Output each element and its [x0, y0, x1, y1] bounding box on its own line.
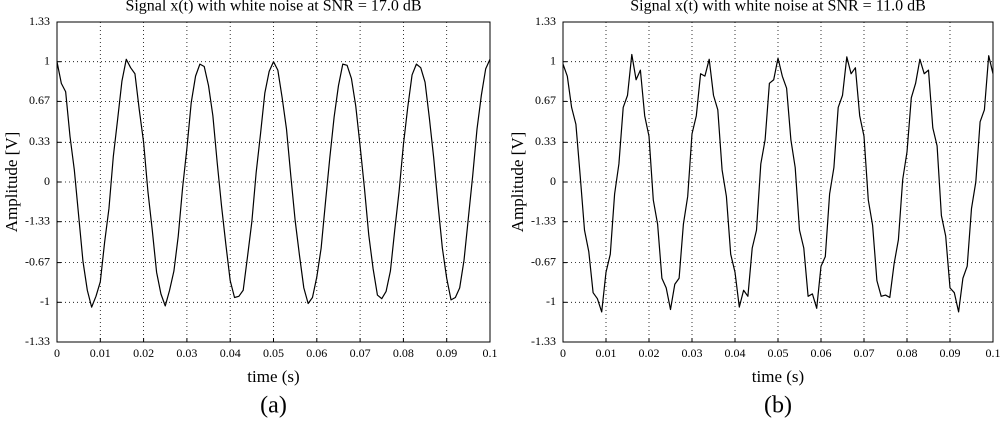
- y-tick-label: 1.33: [29, 14, 50, 28]
- panel: 1.33 1 0.67 0.33 0 -1.33 -0.67 -1 -1.33 0 0.01 0.02…: [2, 0, 498, 419]
- x-tick-label: 0.09: [436, 346, 457, 360]
- chart-title: Signal x(t) with white noise at SNR = 11…: [630, 0, 926, 15]
- y-axis-label: Amplitude [V]: [508, 132, 527, 233]
- x-tick-label: 0.01: [90, 346, 111, 360]
- x-tick-label: 0.06: [811, 346, 832, 360]
- panel: 1.33 1 0.67 0.33 0 -1.33 -0.67 -1 -1.33 0 0.01 0.02…: [508, 0, 1000, 419]
- y-tick-label: 0: [44, 174, 50, 188]
- y-tick-label: -0.67: [531, 254, 556, 268]
- y-tick-label: 1.33: [535, 14, 556, 28]
- x-tick-label: 0.02: [133, 346, 154, 360]
- x-tick-label: 0.08: [897, 346, 918, 360]
- x-tick-label: 0.09: [940, 346, 961, 360]
- x-tick-label: 0: [560, 346, 566, 360]
- y-axis-label: Amplitude [V]: [2, 132, 21, 233]
- chart-title: Signal x(t) with white noise at SNR = 17…: [125, 0, 421, 15]
- y-tick-label: 1: [44, 53, 50, 67]
- x-tick-label: 0.03: [682, 346, 703, 360]
- y-tick-label: 0.33: [535, 134, 556, 148]
- x-axis-label: time (s): [752, 367, 804, 386]
- x-tick-label: 0.1: [986, 346, 1000, 360]
- x-axis-label: time (s): [247, 367, 299, 386]
- plot-frame: [56, 21, 491, 343]
- y-tick-label: -1.33: [25, 213, 50, 227]
- y-tick-label: -1: [40, 294, 50, 308]
- caption: (b): [764, 393, 792, 419]
- x-tick-label: 0.07: [350, 346, 371, 360]
- y-tick-label: 0.67: [535, 93, 556, 107]
- x-tick-label: 0.03: [176, 346, 197, 360]
- y-tick-label: -0.67: [25, 254, 50, 268]
- y-tick-label: 0.67: [29, 93, 50, 107]
- x-tick-label: 0.01: [596, 346, 617, 360]
- x-tick-label: 0.08: [393, 346, 414, 360]
- y-tick-label: -1.33: [25, 334, 50, 348]
- x-tick-label: 0.06: [306, 346, 327, 360]
- y-tick-label: 0: [550, 174, 556, 188]
- x-tick-label: 0.05: [768, 346, 789, 360]
- y-tick-label: 0.33: [29, 134, 50, 148]
- x-tick-label: 0.02: [639, 346, 660, 360]
- signal-line: [56, 58, 491, 308]
- x-tick-label: 0: [54, 346, 60, 360]
- y-tick-label: -1.33: [531, 334, 556, 348]
- y-tick-label: -1: [546, 294, 556, 308]
- plot-frame: [562, 21, 994, 343]
- signal-line: [562, 53, 994, 313]
- y-tick-label: 1: [550, 53, 556, 67]
- x-tick-label: 0.1: [483, 346, 498, 360]
- x-tick-label: 0.04: [725, 346, 746, 360]
- x-tick-label: 0.05: [263, 346, 284, 360]
- x-tick-label: 0.07: [854, 346, 875, 360]
- x-tick-label: 0.04: [220, 346, 241, 360]
- y-tick-label: -1.33: [531, 213, 556, 227]
- caption: (a): [260, 393, 287, 419]
